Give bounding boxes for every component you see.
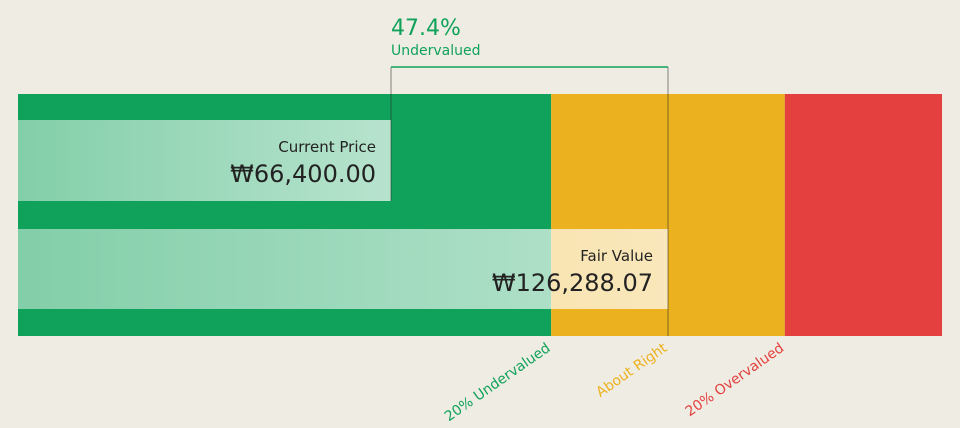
value-bar xyxy=(18,120,392,201)
bar-name: Fair Value xyxy=(580,247,653,265)
discount-status: Undervalued xyxy=(391,43,481,59)
zone-label: 20% Undervalued xyxy=(442,340,554,425)
zone-label: About Right xyxy=(593,340,670,401)
zone-label: 20% Overvalued xyxy=(683,340,788,420)
value-bar xyxy=(18,229,669,309)
bar-value: ₩126,288.07 xyxy=(492,269,653,297)
discount-label: 47.4% xyxy=(391,16,461,41)
bar-name: Current Price xyxy=(278,138,376,156)
bar-value: ₩66,400.00 xyxy=(230,160,376,188)
zone xyxy=(784,94,942,336)
